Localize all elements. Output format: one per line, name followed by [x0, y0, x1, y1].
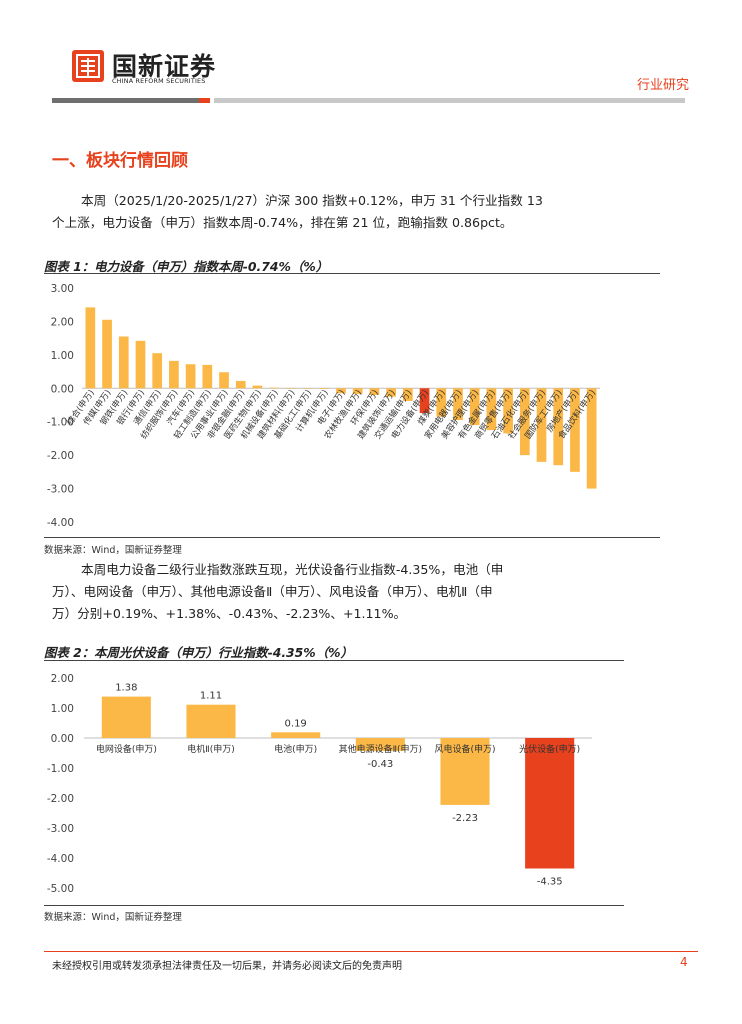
bar: [553, 388, 564, 466]
bar: [235, 380, 246, 389]
bar: [219, 372, 229, 389]
bar: [369, 388, 380, 395]
paragraph2-line1: 本周电力设备二级行业指数涨跌互现，光伏设备行业指数-4.35%，电池（申: [81, 562, 504, 577]
bar: [271, 732, 321, 738]
bar: [586, 388, 597, 489]
y-tick-label: -5.00: [47, 883, 74, 895]
bar: [386, 388, 396, 397]
section-title: 一、板块行情回顾: [52, 151, 188, 171]
bar: [536, 388, 547, 462]
bar: [469, 388, 480, 426]
bar: [118, 336, 129, 389]
y-tick-label: 1.00: [51, 703, 74, 715]
data-label: -4.35: [537, 877, 563, 888]
y-tick-label: -2.00: [47, 793, 74, 805]
bar: [336, 388, 346, 394]
y-tick-label: -3.00: [47, 484, 74, 496]
y-tick-label: -3.00: [47, 823, 74, 835]
header-bar-accent: [199, 98, 210, 103]
paragraph2-line2: 万）、电网设备（申万）、其他电源设备Ⅱ（申万）、风电设备（申万）、电机Ⅱ（申: [52, 584, 493, 599]
header-bar-dark: [52, 98, 199, 103]
bar: [436, 388, 447, 417]
y-tick-label: 0.00: [51, 383, 74, 395]
bar: [402, 388, 413, 401]
bar: [440, 738, 490, 805]
bar: [135, 340, 146, 389]
footer-disclaimer: 未经授权引用或转发须承担法律责任及一切后果，并请务必阅读文后的免责声明: [52, 961, 402, 972]
y-tick-label: -1.00: [47, 763, 74, 775]
bar: [352, 388, 363, 394]
y-tick-label: 0.00: [51, 733, 74, 745]
paragraph2-line3: 万）分别+0.19%、+1.38%、-0.43%、-2.23%、+1.11%。: [52, 606, 407, 621]
data-label: 1.38: [115, 683, 137, 694]
bar: [169, 360, 179, 389]
y-tick-label: -4.00: [47, 853, 74, 865]
bar: [319, 388, 330, 389]
figure1-top-rule: [44, 273, 660, 274]
bar: [570, 388, 580, 472]
bar: [419, 388, 430, 414]
figure2-source: 数据来源：Wind，国新证券整理: [44, 912, 182, 923]
figure1-title: 图表 1：电力设备（申万）指数本周-0.74%（%）: [44, 259, 329, 274]
bar: [355, 738, 405, 751]
bar: [269, 387, 280, 389]
page-number: 4: [680, 955, 688, 969]
y-tick-label: -1.00: [47, 417, 74, 429]
bar: [202, 364, 213, 389]
logo-icon: [72, 50, 104, 82]
bar: [519, 388, 530, 456]
data-label: -0.43: [367, 759, 393, 770]
y-tick-label: 1.00: [51, 350, 74, 362]
data-label: 1.11: [200, 691, 222, 702]
y-tick-label: -2.00: [47, 450, 74, 462]
bar: [101, 696, 151, 738]
data-label: -2.23: [452, 813, 478, 824]
paragraph1-line1: 本周（2025/1/20-2025/1/27）沪深 300 指数+0.12%，申…: [81, 193, 543, 208]
bar: [302, 388, 313, 389]
bar: [486, 388, 497, 431]
bar: [185, 364, 196, 389]
logo-en-text: CHINA REFORM SECURITIES: [112, 77, 206, 85]
bar: [252, 385, 263, 389]
y-tick-label: -4.00: [47, 517, 74, 529]
figure2-top-rule: [44, 660, 624, 661]
figure2-chart: 2.00 1.00 0.00 -1.00 -2.00 -3.00 -4.00 -5.00 电网设…: [47, 673, 592, 895]
report-category: 行业研究: [636, 78, 689, 93]
x-category-label: 电网设备(申万): [96, 743, 157, 755]
bar: [525, 738, 575, 869]
x-category-label: 光伏设备(申万): [519, 743, 580, 755]
y-tick-label: 2.00: [51, 673, 74, 685]
x-category-label: 风电设备(申万): [434, 743, 495, 755]
figure1-bottom-rule: [44, 537, 660, 538]
x-category-label: 电机Ⅱ(申万): [187, 743, 234, 755]
header-bar-light: [214, 98, 685, 103]
y-tick-label: 3.00: [51, 283, 74, 295]
x-category-label: 其他电源设备Ⅱ(申万): [339, 743, 422, 755]
figure1-source: 数据来源：Wind，国新证券整理: [44, 545, 182, 556]
bar: [85, 307, 96, 389]
y-tick-label: 2.00: [51, 316, 74, 328]
logo-cn-text: 国新证券: [112, 52, 217, 81]
bar: [186, 704, 236, 738]
figure2-bottom-rule: [44, 905, 624, 906]
bar: [286, 388, 296, 389]
data-label: 0.19: [285, 718, 307, 729]
figure1-chart: 3.002.001.000.00-1.00-2.00-3.00-4.00综合(申…: [47, 283, 600, 529]
bar: [152, 353, 163, 389]
bar: [453, 388, 463, 421]
x-category-label: 电池(申万): [274, 743, 317, 755]
bar: [503, 388, 513, 434]
bar: [102, 319, 112, 389]
footer-rule: [44, 951, 698, 952]
figure2-title: 图表 2：本周光伏设备（申万）行业指数-4.35%（%）: [44, 645, 353, 660]
paragraph1-line2: 个上涨，电力设备（申万）指数本周-0.74%，排在第 21 位，跑输指数 0.8…: [52, 215, 513, 230]
